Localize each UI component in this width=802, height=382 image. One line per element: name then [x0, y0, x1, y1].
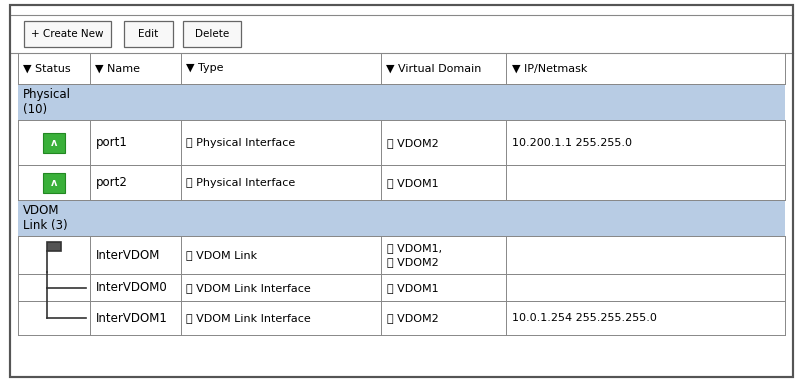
Text: ⬛ VDOM Link Interface: ⬛ VDOM Link Interface [186, 283, 310, 293]
Bar [24, 21, 111, 47]
Bar [18, 200, 784, 236]
Text: ⬛ VDOM Link: ⬛ VDOM Link [186, 250, 257, 260]
Text: ⬛ VDOM1: ⬛ VDOM1 [387, 283, 438, 293]
Text: ʌ: ʌ [51, 178, 57, 188]
Text: ⬛ VDOM Link Interface: ⬛ VDOM Link Interface [186, 313, 310, 323]
Bar [18, 236, 784, 274]
Text: port1: port1 [95, 136, 128, 149]
Bar [183, 21, 241, 47]
Text: ʌ: ʌ [51, 138, 57, 148]
Text: ▼ Status: ▼ Status [23, 63, 71, 73]
Bar [47, 242, 61, 251]
Text: ⬛ VDOM1,: ⬛ VDOM1, [387, 243, 442, 253]
Text: ▼ Name: ▼ Name [95, 63, 140, 73]
Text: InterVDOM: InterVDOM [95, 249, 160, 262]
Text: ⬛ VDOM2: ⬛ VDOM2 [387, 257, 438, 267]
Bar [18, 84, 784, 120]
Text: VDOM
Link (3): VDOM Link (3) [23, 204, 68, 232]
Bar [18, 274, 784, 301]
Text: ▼ IP/Netmask: ▼ IP/Netmask [511, 63, 586, 73]
Bar [18, 165, 784, 200]
Bar [18, 53, 784, 84]
Text: ⬛ Physical Interface: ⬛ Physical Interface [186, 138, 295, 148]
Text: port2: port2 [95, 176, 128, 189]
Text: InterVDOM0: InterVDOM0 [95, 281, 167, 294]
Bar [43, 133, 65, 153]
Text: ⬛ VDOM1: ⬛ VDOM1 [387, 178, 438, 188]
Bar [18, 301, 784, 335]
Text: ⬛ VDOM2: ⬛ VDOM2 [387, 138, 438, 148]
Bar [18, 120, 784, 165]
Text: 10.0.1.254 255.255.255.0: 10.0.1.254 255.255.255.0 [511, 313, 655, 323]
Text: Edit: Edit [138, 29, 159, 39]
Text: ▼ Type: ▼ Type [186, 63, 224, 73]
Bar [124, 21, 172, 47]
Bar [43, 173, 65, 193]
Text: Delete: Delete [195, 29, 229, 39]
Text: Physical
(10): Physical (10) [23, 88, 71, 116]
Text: InterVDOM1: InterVDOM1 [95, 312, 168, 325]
Text: + Create New: + Create New [31, 29, 103, 39]
Text: ⬛ VDOM2: ⬛ VDOM2 [387, 313, 438, 323]
Text: ▼ Virtual Domain: ▼ Virtual Domain [386, 63, 481, 73]
Text: ⬛ Physical Interface: ⬛ Physical Interface [186, 178, 295, 188]
Text: 10.200.1.1 255.255.0: 10.200.1.1 255.255.0 [511, 138, 630, 148]
